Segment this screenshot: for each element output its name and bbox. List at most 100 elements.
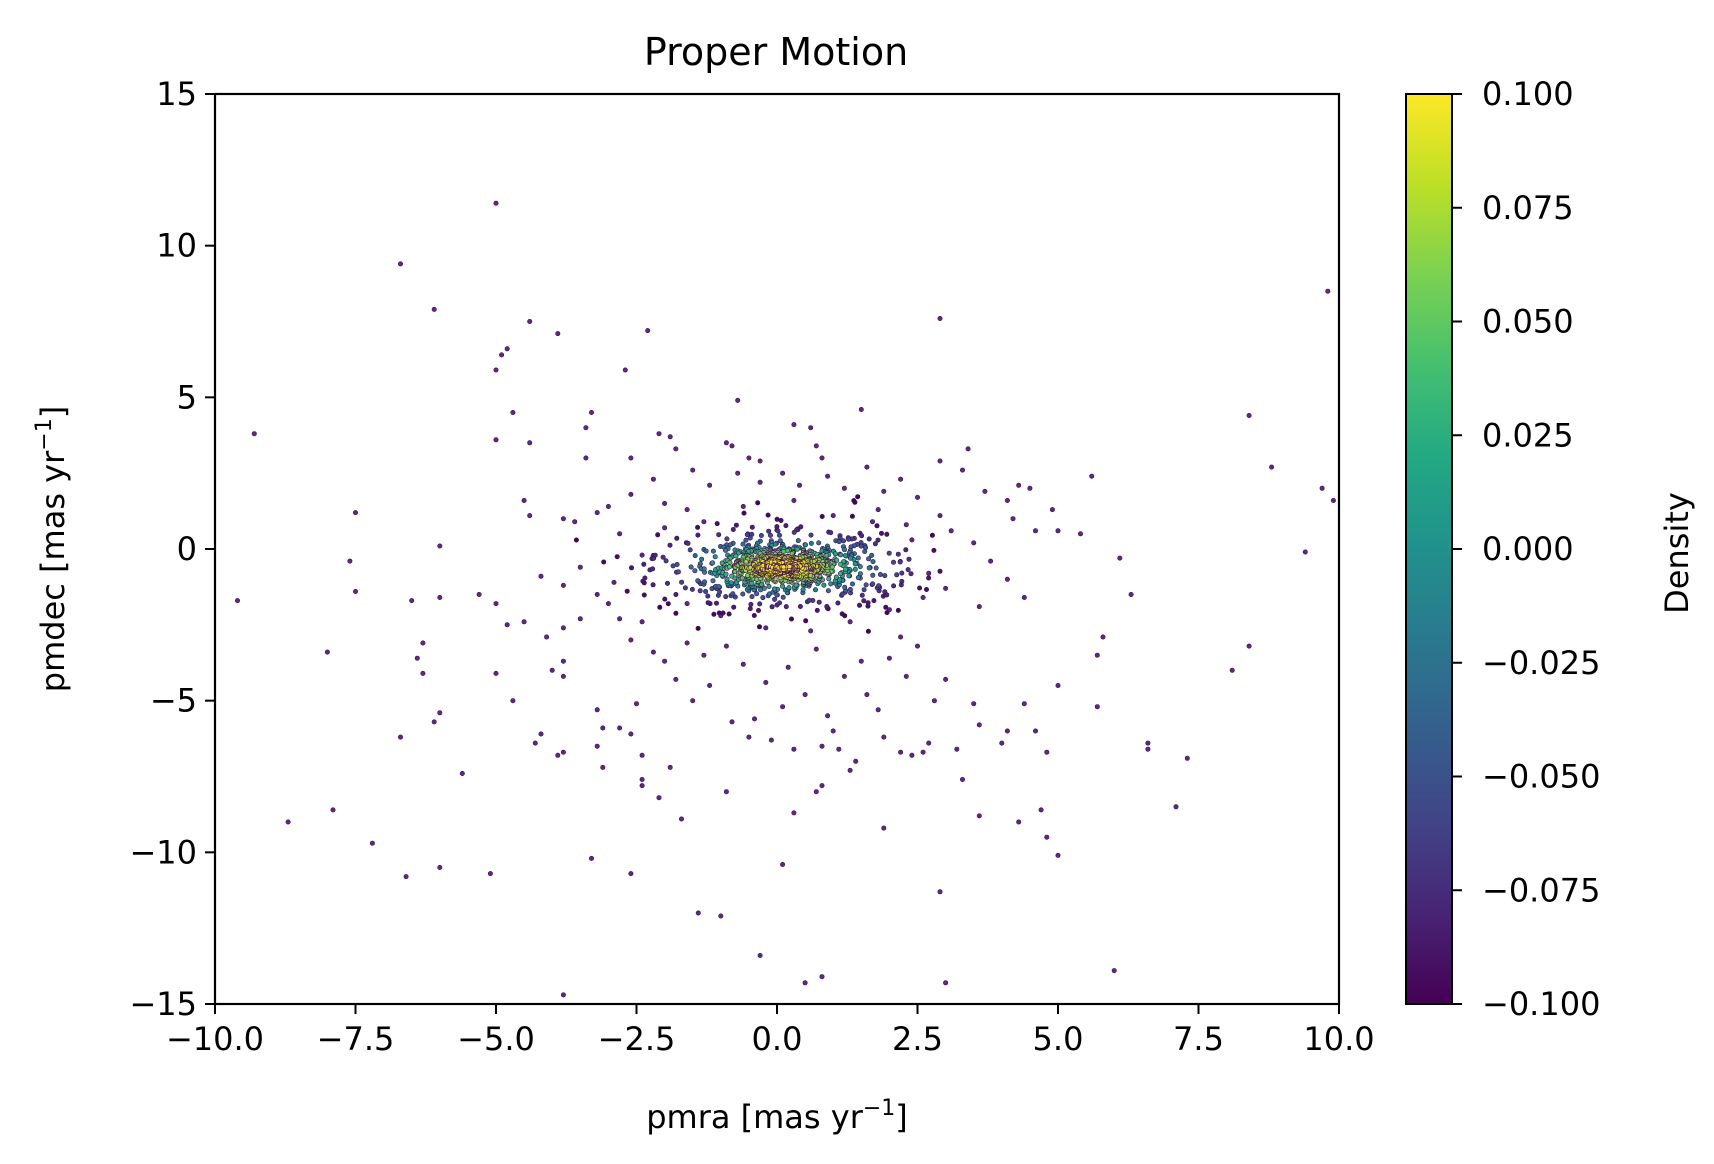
scatter-point	[657, 604, 663, 610]
scatter-point	[870, 581, 876, 587]
scatter-point	[504, 622, 510, 628]
scatter-point	[324, 649, 330, 655]
scatter-point	[651, 555, 657, 561]
scatter-point	[909, 537, 915, 543]
scatter-point	[829, 564, 835, 570]
scatter-point	[903, 522, 909, 528]
scatter-point	[710, 560, 716, 566]
scatter-point	[437, 594, 443, 600]
colorbar-tick-label: 0.075	[1482, 189, 1574, 227]
scatter-point	[726, 611, 732, 617]
scatter-point	[716, 532, 722, 538]
scatter-point	[775, 528, 781, 534]
scatter-point	[937, 315, 943, 321]
scatter-point	[642, 575, 648, 581]
scatter-point	[577, 616, 583, 622]
scatter-point	[504, 346, 510, 352]
scatter-point	[757, 479, 763, 485]
scatter-point	[673, 676, 679, 682]
scatter-point	[861, 587, 867, 593]
scatter-point	[577, 564, 583, 570]
scatter-point	[766, 583, 772, 589]
scatter-point	[720, 610, 726, 616]
scatter-point	[583, 455, 589, 461]
scatter-point	[780, 704, 786, 710]
scatter-point	[1055, 852, 1061, 858]
scatter-point	[743, 537, 749, 543]
scatter-point	[1044, 749, 1050, 755]
scatter-point	[895, 607, 901, 613]
scatter-point	[780, 470, 786, 476]
scatter-point	[898, 476, 904, 482]
scatter-point	[774, 592, 780, 598]
scatter-point	[549, 667, 555, 673]
scatter-point	[943, 676, 949, 682]
y-tick-label: 0	[177, 530, 197, 568]
scatter-point	[605, 503, 611, 509]
scatter-point	[794, 546, 800, 552]
x-tick-label: −10.0	[166, 1020, 264, 1058]
scatter-point	[999, 740, 1005, 746]
scatter-point	[730, 526, 736, 532]
scatter-point	[687, 547, 693, 553]
scatter-point	[639, 619, 645, 625]
scatter-point	[628, 731, 634, 737]
y-tick-label: −10	[129, 833, 197, 871]
scatter-point	[733, 553, 739, 559]
scatter-point	[825, 473, 831, 479]
scatter-point	[588, 409, 594, 415]
scatter-point	[866, 565, 872, 571]
x-axis-title: pmra [mas yr−1]	[646, 1096, 908, 1136]
scatter-point	[655, 532, 661, 538]
scatter-point	[420, 670, 426, 676]
scatter-point	[884, 610, 890, 616]
scatter-point	[786, 585, 792, 591]
scatter-point	[1246, 643, 1252, 649]
scatter-point	[1100, 634, 1106, 640]
scatter-point	[856, 602, 862, 608]
scatter-point	[594, 707, 600, 713]
scatter-point	[757, 458, 763, 464]
scatter-point	[665, 601, 671, 607]
scatter-point	[791, 422, 797, 428]
scatter-point	[843, 566, 849, 572]
scatter-point	[628, 637, 634, 643]
scatter-point	[937, 889, 943, 895]
scatter-point	[679, 579, 685, 585]
scatter-point	[731, 604, 737, 610]
scatter-point	[707, 682, 713, 688]
scatter-point	[814, 607, 820, 613]
scatter-point	[695, 578, 701, 584]
scatter-point	[943, 585, 949, 591]
scatter-point	[813, 646, 819, 652]
scatter-point	[527, 513, 533, 519]
scatter-point	[628, 565, 634, 571]
scatter-point	[891, 583, 897, 589]
scatter-point	[838, 561, 844, 567]
scatter-point	[833, 574, 839, 580]
scatter-point	[847, 619, 853, 625]
scatter-point	[855, 494, 861, 500]
scatter-point	[600, 764, 606, 770]
scatter-point	[780, 861, 786, 867]
scatter-point	[701, 652, 707, 658]
scatter-point	[881, 734, 887, 740]
scatter-point	[560, 516, 566, 522]
scatter-point	[870, 559, 876, 565]
scatter-point	[560, 673, 566, 679]
scatter-point	[1033, 728, 1039, 734]
colorbar-tick-label: 0.025	[1482, 416, 1574, 454]
scatter-point	[611, 579, 617, 585]
scatter-point	[1049, 507, 1055, 513]
scatter-point	[751, 612, 757, 618]
scatter-point	[1184, 755, 1190, 761]
scatter-point	[903, 547, 909, 553]
scatter-point	[906, 556, 912, 562]
scatter-point	[251, 431, 257, 437]
scatter-point	[929, 532, 935, 538]
scatter-point	[431, 306, 437, 312]
scatter-point	[739, 575, 745, 581]
scatter-point	[499, 352, 505, 358]
scatter-point	[285, 819, 291, 825]
